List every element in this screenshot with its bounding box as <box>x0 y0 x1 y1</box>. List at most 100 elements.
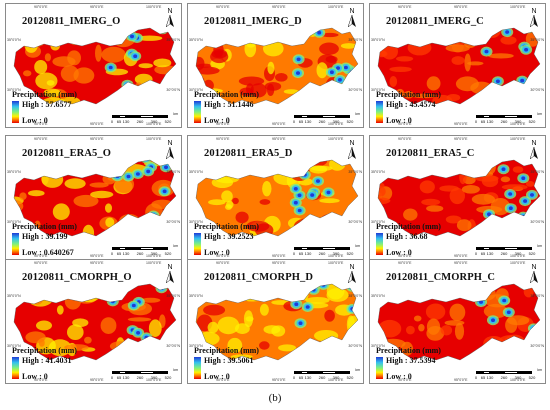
map-panel: 90°0'0"E 90°0'0"E 95°0'0"E 95°0'0"E 100°0'0"… <box>369 259 546 384</box>
scale-bar-tick: 260 <box>500 251 508 256</box>
scale-bar-segment <box>322 115 336 118</box>
map-panel: 90°0'0"E 90°0'0"E 95°0'0"E 95°0'0"E 100°0'0"… <box>5 135 182 260</box>
scale-bar-segment <box>518 115 532 118</box>
longitude-label: 90°0'0"E <box>34 254 48 258</box>
scale-bar-tick: 65 <box>298 375 304 380</box>
longitude-label: 90°0'0"E <box>34 5 48 9</box>
longitude-label: 100°0'0"E <box>328 261 344 265</box>
north-label: N <box>167 8 173 15</box>
map-panel: 90°0'0"E 90°0'0"E 95°0'0"E 95°0'0"E 100°0'0"… <box>187 259 364 384</box>
scale-bar-segment <box>154 115 168 118</box>
scale-bar-tick: 260 <box>318 375 326 380</box>
scale-bar-segment <box>112 371 119 374</box>
precipitation-legend: Precipitation (mm) High : 39.199 Low : 0.6… <box>10 222 100 258</box>
scale-bar-tick: 130 <box>122 375 130 380</box>
scale-bar: 0 65 130 260 390 520 km <box>292 112 360 125</box>
longitude-label: 90°0'0"E <box>398 378 412 382</box>
north-arrow-icon: N <box>527 264 541 286</box>
scale-bar: 0 65 130 260 390 520 km <box>110 368 178 381</box>
longitude-label: 95°0'0"E <box>272 254 286 258</box>
legend-color-ramp <box>194 101 201 123</box>
scale-bar-segment <box>476 371 483 374</box>
longitude-label: 95°0'0"E <box>454 137 468 141</box>
scale-bar-tick: 65 <box>480 375 486 380</box>
legend-color-ramp <box>12 101 19 123</box>
scale-bar-segment <box>476 115 483 118</box>
longitude-label: 90°0'0"E <box>216 5 230 9</box>
latitude-label: 35°0'0"N <box>530 294 544 298</box>
longitude-label: 100°0'0"E <box>510 261 526 265</box>
legend-high-value: High : 51.1446 <box>204 100 254 109</box>
map-panel: 90°0'0"E 90°0'0"E 95°0'0"E 95°0'0"E 100°0'0"… <box>5 259 182 384</box>
north-label: N <box>531 264 537 271</box>
scale-bar-tick: 65 <box>480 251 486 256</box>
scale-bar-segment <box>308 115 322 118</box>
scale-bar-segment <box>119 115 126 118</box>
legend-low-value: Low : 0 <box>22 116 48 125</box>
precipitation-legend: Precipitation (mm) High : 36.68 Low : 0 <box>374 222 464 258</box>
scale-bar-segment <box>483 247 490 250</box>
scale-bar-segment <box>294 247 301 250</box>
legend-low-value: Low : 0.640267 <box>22 248 74 257</box>
legend-title: Precipitation (mm) <box>376 346 441 355</box>
panel-title: 20120811_ERA5_C <box>386 148 475 159</box>
map-panel: 90°0'0"E 90°0'0"E 95°0'0"E 95°0'0"E 100°0'0"… <box>5 3 182 128</box>
latitude-label: 35°0'0"N <box>189 38 203 42</box>
scale-bar-tick: 0 <box>110 375 114 380</box>
latitude-label: 35°0'0"N <box>348 170 362 174</box>
north-label: N <box>349 8 355 15</box>
legend-title: Precipitation (mm) <box>12 346 77 355</box>
latitude-label: 30°0'0"N <box>530 344 544 348</box>
scale-bar-tick: 520 <box>528 375 536 380</box>
longitude-label: 95°0'0"E <box>272 5 286 9</box>
north-arrow-icon: N <box>163 140 177 162</box>
scale-bar-tick: 65 <box>116 375 122 380</box>
scale-bar: 0 65 130 260 390 520 km <box>293 244 360 257</box>
latitude-label: 35°0'0"N <box>371 294 385 298</box>
scale-bar-segment <box>322 371 336 374</box>
legend-color-ramp <box>194 233 201 255</box>
longitude-label: 100°0'0"E <box>328 137 344 141</box>
legend-title: Precipitation (mm) <box>12 90 77 99</box>
longitude-label: 90°0'0"E <box>34 137 48 141</box>
scale-bar-tick: 520 <box>164 251 172 256</box>
legend-high-value: High : 39.199 <box>22 232 68 241</box>
legend-title: Precipitation (mm) <box>194 222 259 231</box>
longitude-label: 90°0'0"E <box>216 137 230 141</box>
scale-bar-segment <box>126 247 140 250</box>
scale-bar-segment <box>119 371 126 374</box>
scale-bar-segment <box>140 371 154 374</box>
scale-bar-segment <box>140 115 154 118</box>
scale-bar-segment <box>154 371 168 374</box>
scale-bar-tick: 65 <box>298 119 304 124</box>
map-panel: 90°0'0"E 90°0'0"E 95°0'0"E 95°0'0"E 100°0'0"… <box>187 3 364 128</box>
scale-bar-segment <box>490 371 504 374</box>
latitude-label: 30°0'0"N <box>189 220 203 224</box>
scale-bar-tick: 260 <box>500 375 508 380</box>
longitude-label: 95°0'0"E <box>90 5 104 9</box>
longitude-label: 95°0'0"E <box>454 254 468 258</box>
north-arrow-icon: N <box>527 8 541 30</box>
latitude-label: 30°0'0"N <box>166 220 180 224</box>
scale-bar: 0 65 130 260 390 520 km <box>111 112 178 125</box>
legend-high-value: High : 37.5394 <box>386 356 436 365</box>
north-label: N <box>167 140 173 147</box>
scale-bar-tick: 130 <box>486 375 494 380</box>
legend-color-ramp <box>376 101 383 123</box>
legend-low-value: Low : 0 <box>386 248 412 257</box>
scale-bar: 0 65 130 260 390 520 km <box>111 244 178 257</box>
scale-bar-tick: 260 <box>318 119 326 124</box>
north-label: N <box>531 8 537 15</box>
longitude-label: 95°0'0"E <box>454 122 468 126</box>
precipitation-map <box>13 159 177 237</box>
legend-high-value: High : 57.6577 <box>22 100 72 109</box>
scale-bar-tick: 390 <box>514 375 522 380</box>
scale-bar-tick: 520 <box>164 119 172 124</box>
latitude-label: 30°0'0"N <box>166 88 180 92</box>
scale-bar-unit: km <box>537 244 542 248</box>
scale-bar-unit: km <box>355 368 360 372</box>
scale-bar-tick: 390 <box>150 119 158 124</box>
scale-bar-tick: 0 <box>292 119 296 124</box>
legend-high-value: High : 45.4574 <box>386 100 436 109</box>
precipitation-map <box>13 283 177 361</box>
